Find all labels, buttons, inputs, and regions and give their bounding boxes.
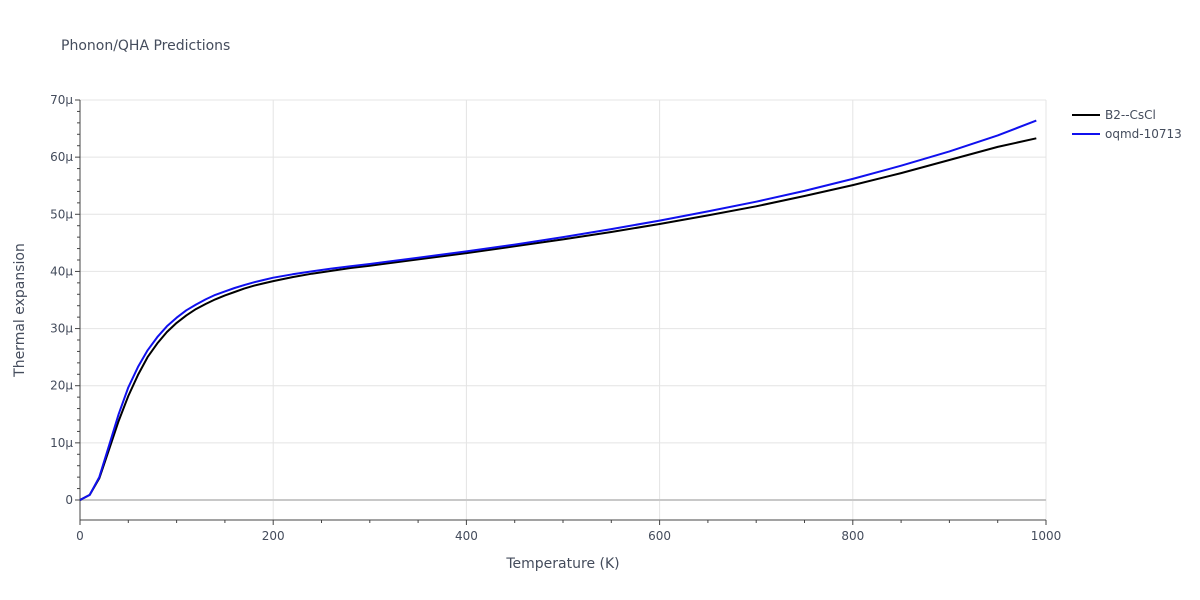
y-tick-label: 30μ: [50, 322, 73, 336]
legend-label: B2--CsCl: [1105, 108, 1156, 122]
legend-label: oqmd-10713: [1105, 127, 1182, 141]
x-tick-label: 800: [841, 529, 864, 543]
y-axis-title: Thermal expansion: [12, 243, 28, 378]
x-tick-label: 1000: [1031, 529, 1062, 543]
y-tick-label: 70μ: [50, 93, 73, 107]
series-line-1: [79, 137, 1037, 501]
y-tick-label: 40μ: [50, 264, 73, 278]
x-tick-label: 0: [76, 529, 84, 543]
axes: [75, 99, 1047, 525]
x-gridlines: [272, 100, 1047, 520]
y-tick-labels: 0 10μ 20μ 30μ 40μ 50μ 60μ 70μ: [50, 93, 73, 507]
legend-item-1[interactable]: B2--CsCl: [1072, 108, 1156, 122]
legend-item-2[interactable]: oqmd-10713: [1072, 127, 1182, 141]
y-tick-label: 60μ: [50, 150, 73, 164]
y-tick-label: 0: [65, 493, 73, 507]
y-tick-label: 10μ: [50, 436, 73, 450]
series-line-2: [79, 119, 1037, 501]
x-tick-labels: 0 200 400 600 800 1000: [76, 529, 1061, 543]
x-axis-title: Temperature (K): [505, 556, 619, 572]
y-gridlines: [80, 99, 1046, 444]
x-tick-label: 400: [455, 529, 478, 543]
series-lines: [79, 119, 1037, 501]
legend[interactable]: B2--CsCl oqmd-10713: [1072, 108, 1182, 141]
chart-title: Phonon/QHA Predictions: [61, 38, 230, 54]
y-tick-label: 20μ: [50, 379, 73, 393]
x-tick-label: 200: [262, 529, 285, 543]
y-tick-label: 50μ: [50, 207, 73, 221]
x-tick-label: 600: [648, 529, 671, 543]
